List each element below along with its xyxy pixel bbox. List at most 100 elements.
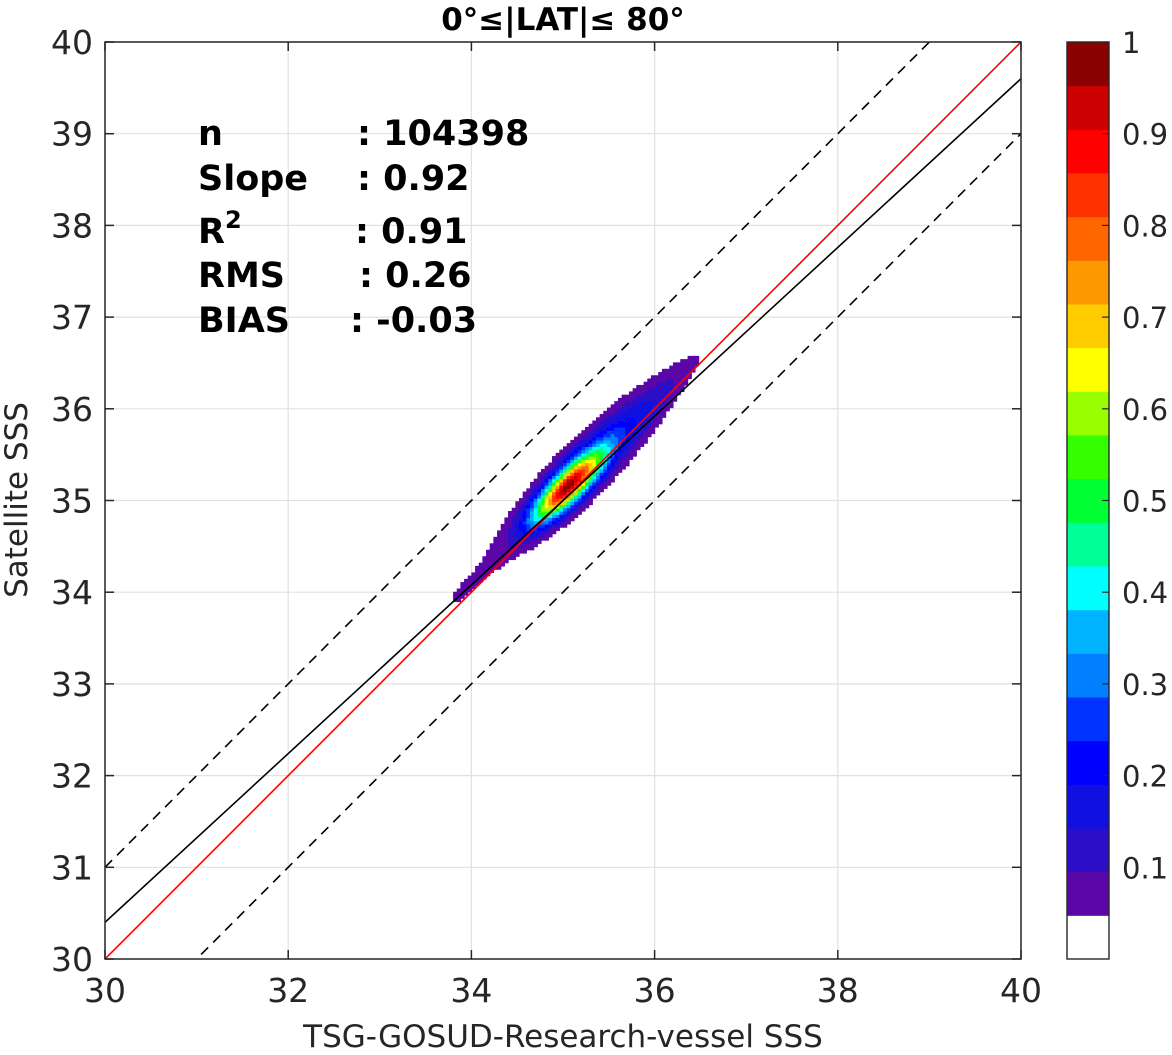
density-cell [603,436,608,441]
density-cell [548,475,553,480]
density-cell [610,436,615,441]
density-cell [573,446,579,451]
density-cell [552,485,557,489]
y-tick-label: 33 [51,665,93,704]
density-cell [603,485,608,489]
colorbar-segment [1067,522,1109,567]
density-cell [687,355,692,360]
density-cell [555,514,560,519]
density-cell [621,439,626,444]
density-cell [676,384,681,389]
density-cell [625,436,630,441]
density-cell [603,478,608,483]
density-cell [625,443,630,447]
density-cell [683,362,689,367]
density-cell [595,430,601,435]
density-cell [555,478,560,483]
density-cell [595,436,601,441]
density-cell [614,459,619,464]
density-cell [665,388,670,393]
density-cell [592,478,597,483]
density-cell [577,433,582,438]
density-cell [625,417,630,422]
density-cell [592,485,597,489]
density-cell [584,501,590,506]
density-cell [617,397,623,402]
density-cell [588,430,593,435]
density-cell [563,498,568,502]
density-cell [555,468,560,473]
density-cell [665,372,670,376]
density-cell [647,381,652,386]
density-cell [617,465,623,470]
density-cell [647,394,652,399]
density-cell [555,501,560,506]
density-cell [453,591,458,596]
density-cell [606,439,612,444]
density-cell [599,481,604,486]
density-cell [599,485,604,489]
density-cell [588,446,593,451]
density-cell [519,510,524,515]
colorbar-segment [1067,216,1109,261]
density-cell [636,388,641,393]
density-cell [552,462,557,467]
density-cell [584,472,590,477]
density-cell [570,443,575,447]
density-cell [592,459,597,464]
density-cell [497,549,502,554]
density-cell [500,540,505,544]
density-cell [603,462,608,467]
density-cell [541,468,546,473]
density-cell [599,468,604,473]
density-cell [566,449,571,454]
density-cell [504,540,509,544]
density-cell [632,436,637,441]
density-cell [588,494,593,499]
density-cell [548,530,553,535]
density-cell [643,381,648,386]
density-cell [654,401,659,405]
density-cell [628,423,634,428]
density-cell [577,498,582,502]
density-cell [500,527,505,531]
density-cell [453,594,458,599]
density-cell [577,491,582,496]
density-cell [610,439,615,444]
density-cell [584,439,590,444]
density-cell [643,417,648,422]
density-cell [581,488,586,493]
density-cell [555,475,560,480]
density-cell [672,368,678,373]
density-cell [632,430,637,435]
density-cell [628,433,634,438]
density-cell [486,549,491,554]
density-cell [541,472,546,477]
density-cell [493,543,498,548]
density-cell [489,552,494,557]
density-cell [610,430,615,435]
density-cell [555,527,560,531]
density-cell [603,439,608,444]
density-cell [606,449,612,454]
density-cell [537,494,542,499]
density-cell [573,452,579,457]
density-cell [588,423,593,428]
density-cell [526,540,531,544]
density-cell [519,501,524,506]
density-cell [555,462,560,467]
density-cell [584,443,590,447]
density-cell [544,465,549,470]
density-cell [577,465,582,470]
density-cell [573,475,579,480]
density-cell [647,384,652,389]
density-cell [595,433,601,438]
density-cell [592,423,597,428]
density-cell [603,465,608,470]
density-cell [537,533,542,538]
density-cell [552,510,557,515]
density-cell [599,414,604,418]
density-cell [665,397,670,402]
density-cell [573,494,579,499]
density-cell [665,391,670,396]
